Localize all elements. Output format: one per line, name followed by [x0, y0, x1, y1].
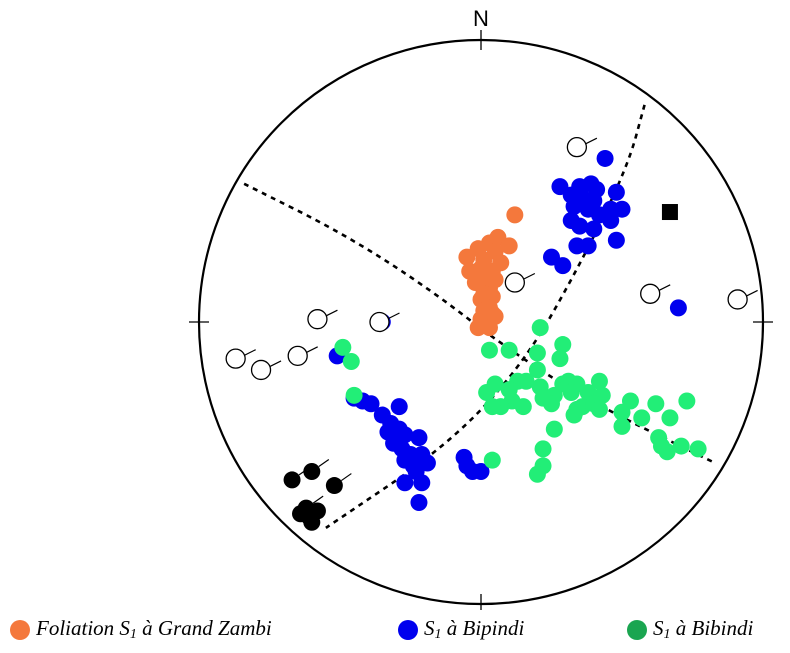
- open-circle-point: [287, 345, 308, 366]
- data-point-bibindi: [543, 395, 560, 413]
- data-point-bibindi: [478, 384, 496, 401]
- data-point-bibindi: [661, 409, 679, 427]
- data-point-bipindi: [602, 211, 620, 229]
- data-point-bibindi: [528, 465, 546, 483]
- data-point-bibindi: [545, 420, 563, 438]
- open-circle-point: [369, 311, 390, 333]
- open-circle-point: [225, 348, 246, 369]
- legend: Foliation S1 à Grand Zambi S1 à Bipindi …: [0, 616, 790, 653]
- open-circle-point: [307, 309, 328, 330]
- dashed-great-circle-2: [325, 104, 646, 529]
- data-point-bibindi: [633, 409, 651, 427]
- legend-label: Foliation S1 à Grand Zambi: [36, 616, 272, 642]
- data-point-bibindi: [483, 398, 501, 416]
- data-point-bipindi: [585, 220, 603, 238]
- open-circle-point: [250, 359, 272, 381]
- data-point-black: [325, 477, 343, 495]
- data-point-bibindi: [528, 344, 546, 362]
- data-point-bibindi: [514, 398, 532, 416]
- legend-label: S1 à Bipindi: [424, 616, 525, 642]
- data-point-bipindi: [579, 237, 597, 255]
- legend-item-grand-zambi: Foliation S1 à Grand Zambi: [10, 616, 272, 643]
- data-point-bibindi: [551, 350, 569, 368]
- data-point-bipindi: [413, 474, 431, 492]
- open-circle-point: [566, 137, 588, 158]
- data-point-bibindi: [565, 406, 583, 424]
- data-point-black: [303, 462, 321, 480]
- square-point: [661, 204, 678, 221]
- legend-swatch-blue: [398, 619, 418, 640]
- data-point-bipindi: [362, 395, 380, 413]
- data-point-bibindi: [334, 338, 352, 356]
- data-point-bibindi: [500, 341, 518, 359]
- data-point-bibindi: [534, 440, 552, 458]
- data-point-grand-zambi: [458, 248, 476, 266]
- open-circle-point: [640, 283, 661, 304]
- data-point-bibindi: [483, 451, 501, 469]
- data-point-bipindi: [472, 462, 490, 480]
- legend-item-bipindi: S1 à Bipindi: [398, 616, 524, 643]
- data-point-bipindi: [596, 149, 614, 167]
- lineation-tick: [298, 467, 310, 476]
- data-point-bipindi: [613, 200, 631, 218]
- data-point-bibindi: [531, 319, 549, 337]
- open-circle-point: [727, 289, 748, 310]
- legend-item-bibindi: S1 à Bibindi: [627, 616, 753, 643]
- data-point-bipindi: [396, 474, 414, 492]
- data-point-bipindi: [571, 217, 589, 235]
- data-point-bipindi: [607, 231, 625, 249]
- open-circle-point: [504, 272, 525, 293]
- data-point-bibindi: [590, 400, 608, 418]
- data-point-bibindi: [480, 341, 498, 359]
- lineation-tick: [318, 458, 330, 467]
- data-point-bipindi: [554, 257, 572, 275]
- data-point-bipindi: [565, 197, 583, 215]
- data-point-bibindi: [590, 372, 608, 390]
- data-point-bibindi: [528, 361, 546, 379]
- data-point-bipindi: [410, 493, 428, 511]
- data-point-grand-zambi: [506, 206, 524, 224]
- stereonet-frame: N: [189, 6, 773, 610]
- lineation-tick: [341, 473, 352, 482]
- data-point-bibindi: [562, 384, 580, 401]
- data-point-grand-zambi: [500, 237, 518, 255]
- north-label: N: [473, 6, 489, 31]
- data-point-bibindi: [345, 386, 363, 404]
- data-point-bibindi: [342, 352, 360, 370]
- stereonet-plot: N: [189, 6, 773, 610]
- legend-label: S1 à Bibindi: [653, 616, 754, 642]
- data-point-bibindi: [517, 372, 535, 390]
- data-point-bipindi: [607, 183, 625, 201]
- data-point-bipindi: [410, 429, 428, 447]
- data-point-bipindi: [669, 299, 687, 317]
- data-point-bibindi: [658, 443, 676, 461]
- data-points: [225, 137, 758, 531]
- data-point-bibindi: [647, 395, 665, 413]
- legend-swatch-green: [627, 619, 647, 640]
- data-point-grand-zambi: [480, 319, 498, 337]
- data-point-bibindi: [689, 440, 707, 458]
- data-point-bibindi: [613, 417, 631, 435]
- dashed-great-circles: [243, 104, 716, 529]
- data-point-black: [283, 471, 301, 489]
- data-point-black: [303, 513, 321, 531]
- data-point-bibindi: [613, 403, 631, 421]
- lineation-tick: [312, 495, 324, 504]
- legend-swatch-orange: [10, 619, 30, 640]
- data-point-bibindi: [554, 336, 572, 354]
- dashed-great-circle-1: [243, 182, 716, 465]
- data-point-bibindi: [678, 392, 696, 410]
- data-point-bibindi: [672, 437, 690, 455]
- data-point-bipindi: [390, 398, 408, 416]
